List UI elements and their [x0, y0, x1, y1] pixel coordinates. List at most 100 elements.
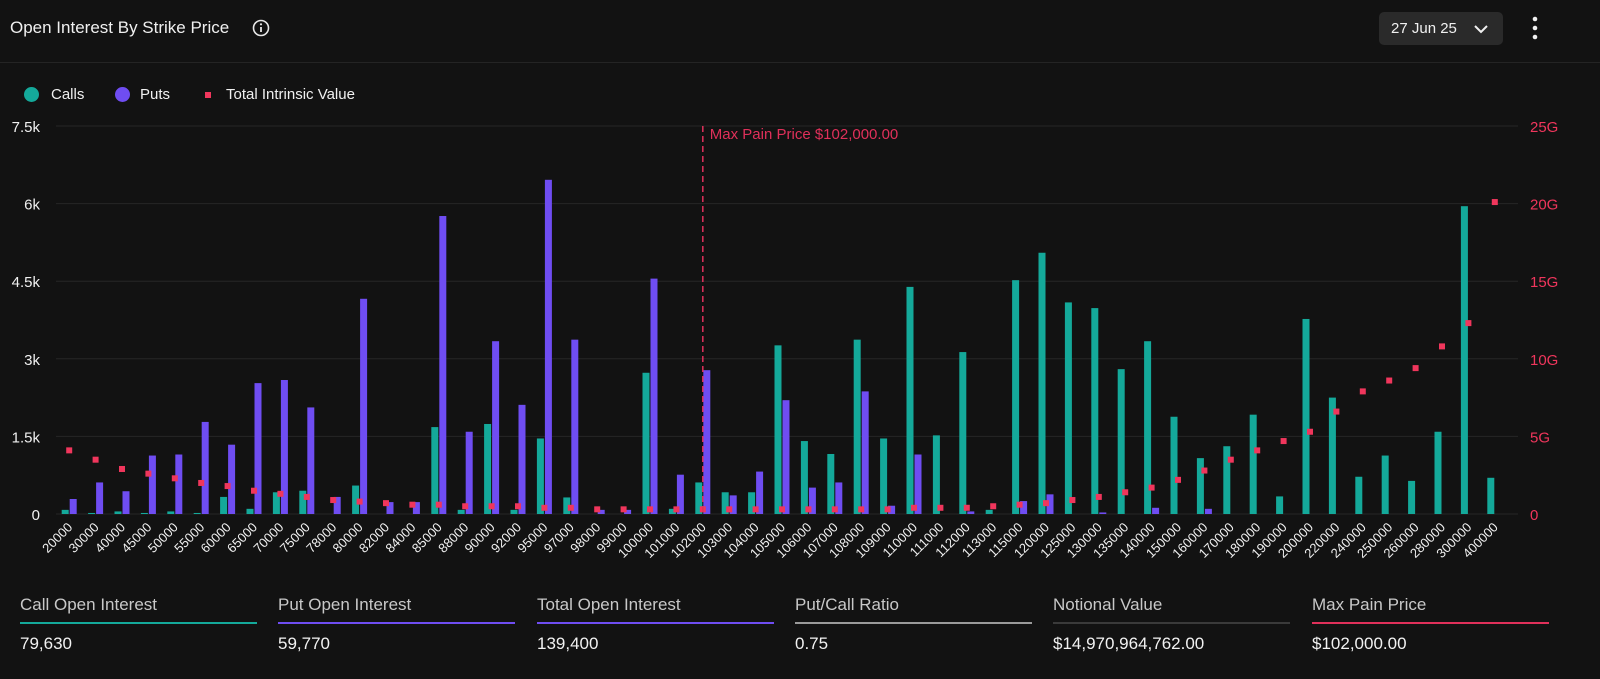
puts-bar	[835, 482, 843, 514]
puts-bar	[1099, 512, 1107, 514]
puts-bar	[571, 339, 579, 514]
puts-bar	[254, 383, 262, 514]
tiv-point	[779, 506, 785, 513]
tiv-point	[1254, 447, 1261, 454]
tiv-point	[409, 501, 416, 508]
puts-bar	[307, 407, 315, 514]
calls-bar	[932, 435, 940, 514]
stat-notional-value: Notional Value $14,970,964,762.00	[1053, 590, 1290, 654]
puts-bar	[465, 431, 473, 514]
max-pain-label: Max Pain Price $102,000.00	[710, 126, 898, 143]
y-tick-label-right: 0	[1530, 507, 1538, 524]
tiv-point	[66, 447, 73, 454]
tiv-point	[805, 506, 812, 513]
calls-bar	[1117, 369, 1125, 514]
calls-bar	[61, 509, 69, 514]
calls-bar	[88, 512, 96, 514]
calls-bar	[167, 511, 175, 514]
expiry-date-select[interactable]: 27 Jun 25	[1379, 12, 1503, 45]
legend-tiv-label: Total Intrinsic Value	[226, 86, 355, 103]
calls-bar	[748, 492, 756, 514]
calls-bar	[563, 497, 571, 514]
stat-value: $102,000.00	[1312, 634, 1407, 653]
tiv-point	[1280, 438, 1287, 445]
puts-bar	[1020, 501, 1028, 514]
stat-label: Notional Value	[1053, 595, 1163, 614]
calls-bar	[246, 508, 254, 514]
y-tick-label-left: 0	[32, 507, 40, 524]
puts-bar	[1204, 508, 1212, 514]
calls-bar	[1196, 458, 1204, 514]
calls-bar	[272, 492, 280, 514]
chart-header: Open Interest By Strike Price 27 Jun 25	[0, 0, 1600, 63]
calls-bar	[1038, 252, 1046, 514]
puts-bar	[888, 505, 896, 514]
puts-bar	[703, 370, 711, 514]
legend-puts-label: Puts	[140, 86, 171, 103]
calls-bar	[299, 490, 307, 514]
tiv-point	[330, 497, 337, 504]
puts-bar	[69, 498, 77, 514]
tiv-point	[594, 506, 601, 513]
puts-bar	[861, 391, 869, 514]
calls-bar	[827, 453, 835, 514]
stat-label: Total Open Interest	[537, 595, 681, 614]
info-icon[interactable]	[252, 19, 270, 37]
y-tick-label-left: 7.5k	[12, 119, 41, 136]
stat-label: Max Pain Price	[1312, 595, 1427, 614]
calls-bar	[695, 482, 703, 514]
tiv-point	[1412, 365, 1419, 372]
puts-bar	[122, 491, 130, 514]
puts-bar	[544, 179, 552, 514]
expiry-date-value: 27 Jun 25	[1391, 20, 1457, 37]
tiv-point	[1386, 377, 1393, 384]
tiv-point	[303, 493, 310, 500]
calls-bar	[484, 423, 492, 514]
calls-bar	[1302, 318, 1310, 514]
puts-bar	[280, 380, 288, 514]
puts-bar	[967, 511, 975, 514]
tiv-point	[1069, 497, 1076, 504]
calls-bar	[431, 427, 439, 514]
calls-bar	[985, 509, 993, 514]
y-tick-label-left: 1.5k	[12, 429, 41, 446]
y-tick-label-right: 10G	[1530, 352, 1558, 369]
stat-underline	[278, 622, 515, 624]
stat-label: Put Open Interest	[278, 595, 412, 614]
calls-bar	[959, 352, 967, 514]
stat-value: 79,630	[20, 634, 72, 653]
more-options-icon[interactable]	[1526, 15, 1544, 41]
tiv-point	[92, 456, 99, 463]
tiv-point	[647, 506, 653, 513]
calls-bar	[1276, 496, 1284, 514]
tiv-point	[356, 498, 363, 505]
puts-bar	[1046, 494, 1054, 514]
puts-bar	[201, 421, 209, 514]
tiv-point	[488, 503, 495, 510]
tiv-point	[198, 479, 205, 486]
tiv-point	[1491, 199, 1498, 206]
calls-bar	[853, 339, 861, 514]
tiv-point	[1307, 428, 1313, 435]
puts-swatch	[115, 87, 130, 102]
calls-bar	[1249, 414, 1257, 514]
stat-underline	[1312, 622, 1549, 624]
tiv-point	[1227, 456, 1234, 463]
calls-bar	[1434, 431, 1442, 514]
y-tick-label-right: 25G	[1530, 119, 1558, 136]
stat-max-pain-price: Max Pain Price $102,000.00	[1312, 590, 1549, 654]
calls-bar	[906, 286, 914, 514]
tiv-point	[224, 483, 231, 490]
puts-bar	[439, 216, 447, 514]
tiv-point	[1148, 484, 1155, 491]
tiv-point	[567, 504, 574, 511]
puts-bar	[492, 341, 500, 514]
chevron-down-icon	[1474, 25, 1488, 34]
puts-bar	[518, 404, 526, 514]
stat-put-call-ratio: Put/Call Ratio 0.75	[795, 590, 1032, 654]
y-tick-label-right: 15G	[1530, 274, 1558, 291]
tiv-point	[171, 475, 178, 482]
stat-underline	[1053, 622, 1290, 624]
summary-stats: Call Open Interest 79,630 Put Open Inter…	[0, 590, 1600, 679]
stat-label: Call Open Interest	[20, 595, 158, 614]
